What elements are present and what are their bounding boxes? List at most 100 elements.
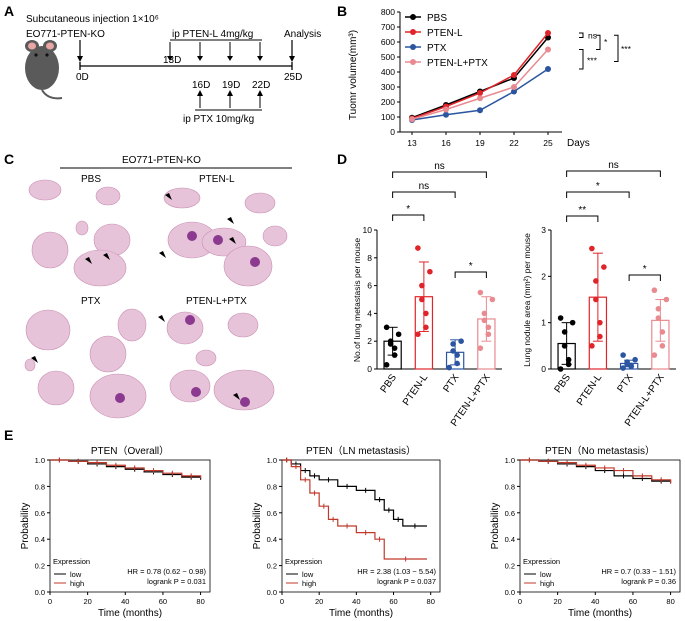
day-0: 0D	[76, 72, 89, 83]
arrowhead-icon	[103, 253, 110, 260]
b-ylabel: Tuomr volume(mm³)	[348, 30, 359, 120]
d-point-PTEN-L	[415, 245, 421, 251]
d-ytick-label: 3	[541, 225, 546, 235]
b-ytick-label: 200	[381, 97, 395, 107]
e-xtick-label: 0	[280, 597, 284, 606]
e-xtick-label: 40	[591, 597, 599, 606]
d-point-PTX	[450, 341, 456, 347]
d-sig-bracket	[566, 170, 661, 177]
metastatic-nodule-4	[240, 397, 250, 407]
e-ytick-label: 0.2	[267, 562, 277, 571]
injection-label: Subcutaneous injection 1×10⁶	[26, 14, 159, 25]
d-point-PTEN-L+PTX	[485, 324, 492, 331]
d-point-PBS	[557, 315, 564, 321]
d-sig-bracket	[566, 215, 599, 222]
ptenl-arrowhead-0	[167, 56, 173, 61]
e-hr: HR = 0.7 (0.33 − 1.51)	[601, 567, 676, 576]
d-point-PTEN-L+PTX	[481, 317, 488, 324]
d-point-PTEN-L	[601, 264, 607, 270]
day-16: 16D	[192, 80, 210, 91]
b-point-PTX	[545, 66, 551, 72]
d-point-PTX	[454, 360, 460, 367]
d-point-PBS	[391, 352, 398, 358]
d-sig-label: ns	[434, 161, 445, 172]
e-xtick-label: 20	[83, 597, 91, 606]
d-point-PTEN-L	[589, 245, 595, 252]
lung-section-6	[163, 187, 201, 209]
d-ytick-label: 8	[367, 253, 372, 263]
b-sig-bracket	[596, 34, 601, 50]
b-point-PTEN-L	[511, 72, 517, 78]
panel-label-c: C	[4, 151, 14, 167]
e-ytick-label: 0.6	[267, 509, 277, 518]
metastasis-count-chart: No.of lung metastasis per mouse 0 2 4 6 8 10 P…	[352, 161, 502, 429]
b-legend-marker	[410, 29, 416, 35]
e-legend-label: low	[70, 570, 82, 579]
b-xlabel: Days	[567, 138, 590, 149]
b-ytick-label: 800	[381, 7, 395, 17]
d-point-PTEN-L	[597, 319, 603, 326]
b-legend-marker	[410, 14, 416, 20]
lung-section-2	[31, 231, 69, 269]
tumor-growth-chart: Tuomr volume(mm³) Days 0 100 200 300 400 500 6…	[348, 7, 632, 149]
d-point-PTX	[624, 359, 630, 365]
b-point-PTX	[477, 107, 483, 114]
e-legend-title: Expression	[285, 557, 322, 566]
e-legend-label: low	[302, 570, 314, 579]
d-sig-label: ns	[419, 181, 430, 192]
b-xtick-label: 13	[407, 138, 417, 148]
lung-section-12	[25, 309, 71, 351]
d-xtick-label: PTEN-L	[575, 372, 605, 408]
e-ylabel: Probability	[20, 503, 31, 550]
b-xtick-label: 22	[509, 138, 519, 148]
nodule-area-chart: Lung nodule area (mm²) per mouse 0 1 2 3 PBS…	[522, 160, 676, 429]
d-point-PTX	[450, 348, 456, 354]
d-point-PTX	[632, 356, 638, 363]
e-curve-high	[50, 459, 202, 479]
d-point-PTX	[620, 352, 626, 358]
e-frame	[519, 459, 681, 593]
arrowhead-icon	[158, 315, 165, 322]
d-ytick-label: 1	[541, 318, 546, 328]
b-point-PTEN-L+PTX	[477, 95, 483, 102]
lung-section-10	[223, 245, 273, 287]
day-13: 13D	[163, 55, 181, 66]
mouse-icon	[25, 40, 63, 100]
arrowhead-icon	[159, 251, 166, 258]
e-title: PTEN（LN metastasis）	[306, 445, 416, 457]
panel-label-d: D	[337, 151, 347, 167]
ptenl-arrowhead-1	[197, 56, 203, 61]
d-point-PTX	[458, 338, 464, 345]
ptenl-arrowhead-3	[257, 56, 263, 61]
b-ytick-label: 100	[381, 112, 395, 122]
lung-section-13	[117, 308, 147, 342]
b-legend-marker	[410, 44, 416, 50]
day-25: 25D	[284, 72, 302, 83]
e-xtick-label: 80	[427, 597, 435, 606]
e-ytick-label: 0.6	[35, 509, 45, 518]
lung-section-20	[195, 349, 217, 367]
d-point-PBS	[387, 338, 394, 345]
analysis-label: Analysis	[284, 29, 321, 40]
d-point-PTEN-L+PTX	[659, 343, 666, 349]
e-ytick-label: 0.2	[505, 562, 515, 571]
b-legend-marker	[410, 59, 416, 65]
lung-section-11	[262, 225, 288, 247]
lung-section-15	[37, 370, 75, 406]
d-sig-label: *	[596, 181, 600, 192]
d-point-PBS	[395, 331, 402, 338]
d-sig-bracket	[566, 191, 630, 198]
arrowhead-icon	[227, 217, 234, 224]
cell-line-label: EO771-PTEN-KO	[26, 29, 105, 40]
e-ytick-label: 1.0	[505, 456, 515, 465]
d-point-PTEN-L	[597, 333, 603, 340]
b-point-PTX	[511, 88, 517, 95]
histology-label-ptx: PTX	[81, 296, 101, 307]
b-ytick-label: 300	[381, 82, 395, 92]
histology-panel: EO771-PTEN-KO PBS PTEN-L PTX PTEN-L+PTX	[24, 155, 292, 419]
d-point-PBS	[561, 329, 568, 335]
b-sig: ***	[587, 55, 598, 65]
d-sig-bracket	[392, 171, 487, 178]
b-ytick-label: 400	[381, 67, 395, 77]
ptx-arrowhead-0	[197, 90, 203, 96]
